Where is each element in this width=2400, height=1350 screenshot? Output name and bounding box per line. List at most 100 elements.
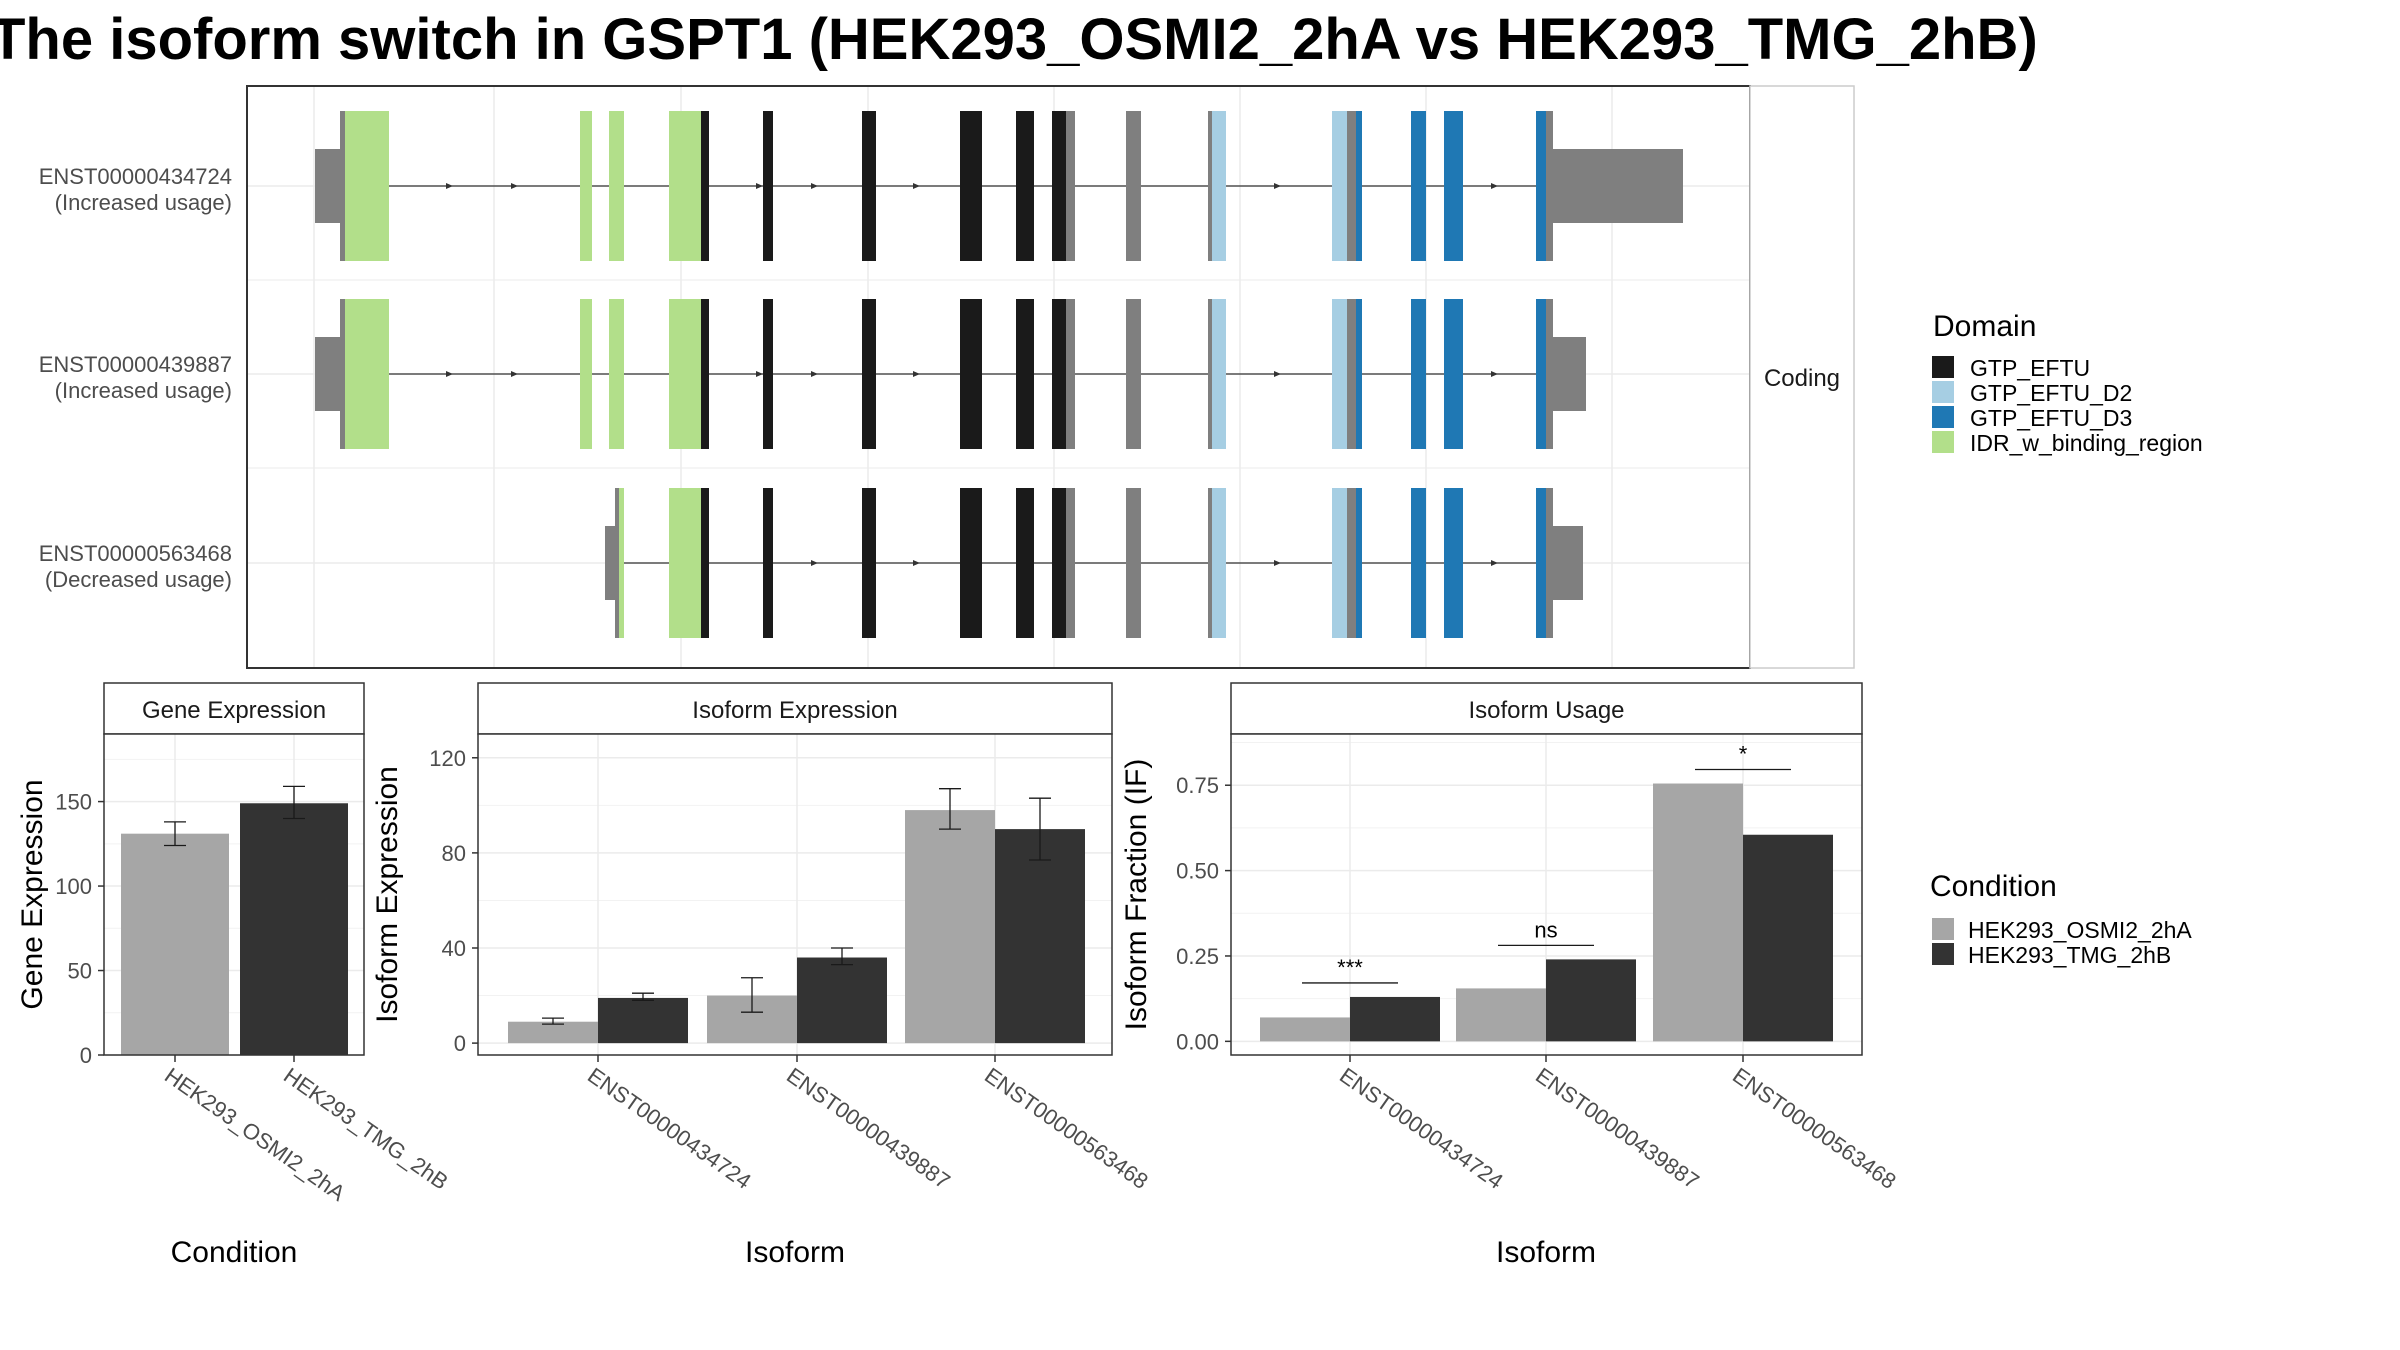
legend-key-tmg bbox=[1932, 943, 1954, 965]
coding-exon bbox=[1411, 111, 1426, 261]
bar bbox=[508, 1021, 598, 1044]
intron-arrow bbox=[1274, 560, 1281, 566]
facet-strip-coding bbox=[1749, 85, 1855, 669]
coding-exon bbox=[1332, 299, 1347, 449]
legend-label-gtp-eftu-d3: GTP_EFTU_D3 bbox=[1970, 405, 2132, 431]
chart-panel-1: Gene Expression050100150HEK293_OSMI2_2hA… bbox=[16, 682, 453, 1269]
coding-exon bbox=[701, 488, 709, 638]
bar bbox=[1350, 996, 1440, 1042]
x-tick-label: ENST00000439887 bbox=[782, 1063, 955, 1194]
coding-exon bbox=[701, 111, 709, 261]
intron-arrow bbox=[913, 371, 920, 377]
intron-arrow bbox=[446, 371, 453, 377]
coding-exon bbox=[1411, 488, 1426, 638]
coding-exon bbox=[340, 299, 345, 449]
isoform-label-3-status: (Decreased usage) bbox=[45, 567, 232, 592]
legend-label-idr-w-binding-region: IDR_w_binding_region bbox=[1970, 430, 2203, 456]
chart-panel-3: Isoform Usage 0.00 0.25 0.50 0.75 *** ns * ENST0… bbox=[1120, 682, 1901, 1269]
transcript-track-1 bbox=[315, 111, 1683, 261]
coding-exon bbox=[580, 111, 592, 261]
coding-exon bbox=[345, 111, 389, 261]
coding-exon bbox=[1208, 299, 1212, 449]
intron-arrow bbox=[1274, 371, 1281, 377]
x-tick-label: ENST00000434724 bbox=[583, 1063, 756, 1194]
coding-exon bbox=[763, 111, 773, 261]
legend-key-gtp-eftu bbox=[1932, 356, 1954, 378]
isoform-label-2-status: (Increased usage) bbox=[55, 378, 232, 403]
coding-exon bbox=[609, 111, 624, 261]
y-tick-label: 0 bbox=[80, 1043, 92, 1068]
coding-exon bbox=[1536, 111, 1546, 261]
coding-exon bbox=[1536, 488, 1546, 638]
coding-exon bbox=[1212, 488, 1226, 638]
x-tick-label: ENST00000434724 bbox=[1335, 1063, 1508, 1194]
coding-exon bbox=[1066, 299, 1075, 449]
coding-exon bbox=[669, 488, 680, 638]
coding-exon bbox=[701, 299, 709, 449]
coding-exon bbox=[1536, 299, 1546, 449]
coding-exon bbox=[1208, 488, 1212, 638]
transcript-track-3 bbox=[605, 488, 1583, 638]
coding-exon bbox=[1016, 488, 1034, 638]
coding-exon bbox=[1066, 488, 1075, 638]
legend-key-gtp-eftu-d2 bbox=[1932, 381, 1954, 403]
strip-title: Gene Expression bbox=[142, 697, 326, 724]
coding-exon bbox=[960, 111, 982, 261]
y-axis-title: Gene Expression bbox=[16, 779, 49, 1009]
intron-arrow bbox=[756, 183, 763, 189]
structure-tracks bbox=[315, 111, 1683, 638]
y-axis-title: Isoform Expression bbox=[371, 766, 404, 1023]
isoform-structure-panel: Coding ENST00000434724 (Increased usage)… bbox=[39, 85, 1855, 669]
isoform-label-1-id: ENST00000434724 bbox=[39, 164, 232, 189]
coding-exon bbox=[340, 111, 345, 261]
coding-exon bbox=[1212, 299, 1226, 449]
coding-exon bbox=[1411, 299, 1426, 449]
isoform-label-1-status: (Increased usage) bbox=[55, 190, 232, 215]
bar bbox=[1743, 834, 1833, 1042]
coding-exon bbox=[609, 299, 624, 449]
intron-arrow bbox=[511, 371, 518, 377]
coding-exon bbox=[1016, 299, 1034, 449]
coding-exon bbox=[960, 299, 982, 449]
coding-exon bbox=[669, 111, 680, 261]
bar bbox=[797, 957, 887, 1044]
y-tick-label: 0.50 bbox=[1176, 859, 1219, 884]
coding-exon bbox=[1356, 299, 1362, 449]
coding-exon bbox=[960, 488, 982, 638]
x-axis-title: Isoform bbox=[1496, 1236, 1596, 1269]
strip-box bbox=[103, 682, 365, 735]
coding-exon bbox=[1052, 299, 1068, 449]
bar bbox=[1653, 783, 1743, 1042]
figure-title: The isoform switch in GSPT1 (HEK293_OSMI… bbox=[0, 7, 2038, 72]
coding-exon bbox=[1332, 488, 1347, 638]
bar bbox=[1546, 959, 1636, 1042]
plot-border bbox=[477, 733, 1113, 1056]
coding-exon bbox=[1208, 111, 1212, 261]
coding-exon bbox=[1347, 488, 1356, 638]
utr-exon bbox=[315, 337, 344, 411]
significance-label: * bbox=[1739, 742, 1748, 767]
bar bbox=[121, 833, 229, 1055]
coding-exon bbox=[763, 488, 773, 638]
transcript-track-2 bbox=[315, 299, 1586, 449]
bar bbox=[1456, 988, 1546, 1042]
y-tick-label: 0.25 bbox=[1176, 944, 1219, 969]
domain-legend-title: Domain bbox=[1933, 310, 2036, 343]
bar bbox=[240, 803, 348, 1055]
coding-exon bbox=[1347, 111, 1356, 261]
intron-arrow bbox=[811, 560, 818, 566]
coding-exon bbox=[1212, 111, 1226, 261]
facet-label-coding: Coding bbox=[1764, 365, 1840, 392]
legend-key-idr-w-binding-region bbox=[1932, 431, 1954, 453]
coding-exon bbox=[1052, 111, 1068, 261]
utr-exon bbox=[315, 149, 344, 223]
y-tick-label: 0.00 bbox=[1176, 1029, 1219, 1054]
chart-panel-2: Isoform Expression 0 40 80 120 ENST0000043472… bbox=[371, 682, 1153, 1269]
coding-exon bbox=[1332, 111, 1347, 261]
coding-exon bbox=[1347, 299, 1356, 449]
coding-exon bbox=[619, 488, 624, 638]
strip-title: Isoform Usage bbox=[1468, 697, 1624, 724]
y-tick-label: 80 bbox=[442, 841, 466, 866]
legend-label-osmi2: HEK293_OSMI2_2hA bbox=[1968, 917, 2192, 943]
y-tick-label: 100 bbox=[55, 874, 92, 899]
